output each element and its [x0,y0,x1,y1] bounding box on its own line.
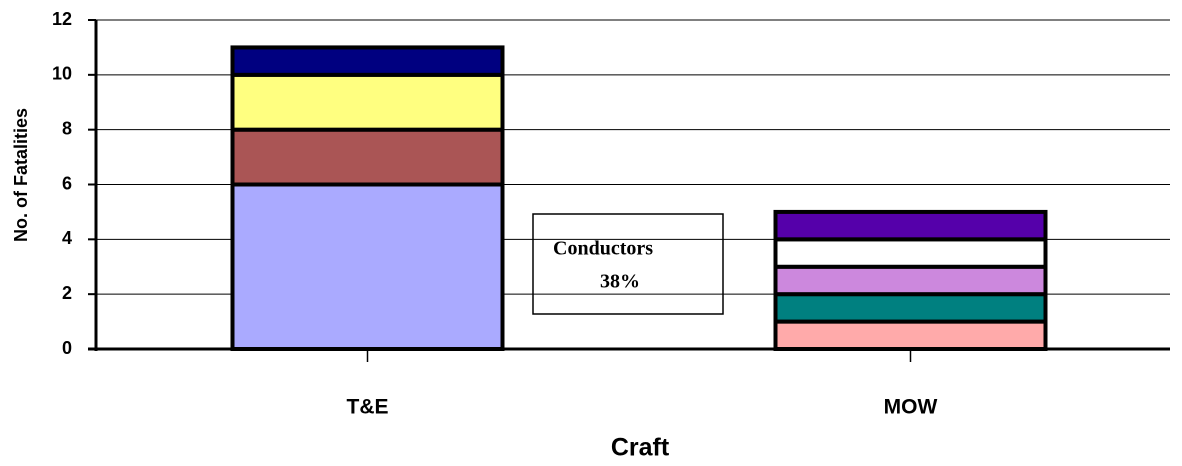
y-tick-label: 10 [52,64,72,84]
x-tick-label: T&E [347,396,389,419]
x-axis-label: Craft [611,434,670,462]
y-tick-label: 6 [62,173,72,193]
annotation: Conductors [553,238,653,260]
bar-segment [773,209,1048,242]
x-tick-label: MOW [884,396,938,419]
y-tick-label: 8 [62,118,72,138]
bar-segment [230,72,505,132]
y-tick-label: 4 [62,228,72,248]
bar-segment [773,319,1048,352]
y-tick-label: 2 [62,283,72,303]
bar-segment [230,45,505,77]
annotation: 38% [600,271,640,293]
y-tick-label: 12 [52,9,72,29]
y-tick-label: 0 [62,338,72,358]
y-axis-label: No. of Fatalities [11,108,31,242]
bar-segment [230,127,505,187]
bar-segment [773,292,1048,324]
annotation-box [532,213,724,315]
bar-segment [773,237,1048,269]
bar-segment [773,264,1048,297]
bar-segment [230,182,505,351]
